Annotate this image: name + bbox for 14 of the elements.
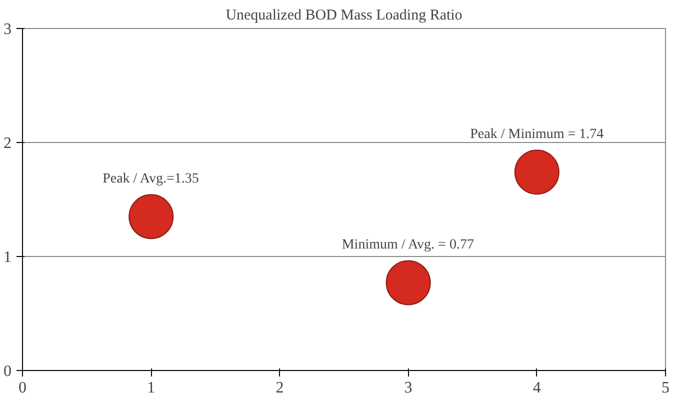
x-tick-label: 3 — [404, 380, 412, 396]
x-tick-label: 0 — [18, 380, 26, 396]
y-tick-label: 0 — [4, 363, 12, 380]
y-tick-label: 1 — [4, 249, 12, 266]
x-tick-label: 2 — [276, 380, 284, 396]
data-label: Peak / Avg.=1.35 — [102, 172, 199, 187]
x-tick-label: 1 — [147, 380, 156, 396]
data-label: Minimum / Avg. = 0.77 — [342, 238, 474, 253]
data-label: Peak / Minimum = 1.74 — [470, 127, 604, 142]
x-tick-label: 4 — [532, 380, 541, 396]
chart-title: Unequalized BOD Mass Loading Ratio — [226, 8, 462, 24]
y-tick-label: 2 — [4, 135, 12, 152]
y-tick-label: 3 — [4, 21, 12, 38]
x-tick-label: 5 — [662, 380, 670, 396]
